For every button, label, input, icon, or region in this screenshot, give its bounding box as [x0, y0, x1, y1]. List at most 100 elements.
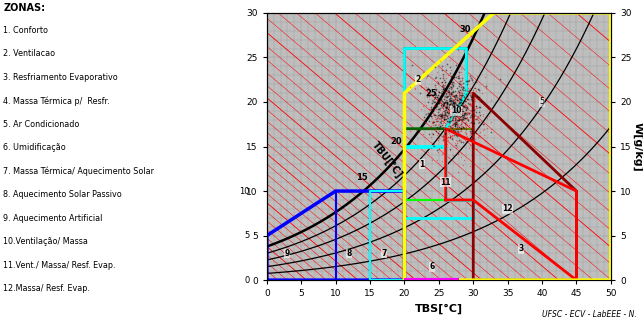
Text: TBU[°C]: TBU[°C]	[370, 140, 404, 180]
Point	[458, 94, 469, 99]
Point	[437, 122, 447, 127]
Point	[442, 103, 452, 108]
Point	[437, 63, 448, 69]
Point	[457, 128, 467, 133]
Point	[449, 103, 459, 108]
Point	[442, 99, 452, 105]
Point	[456, 99, 466, 105]
Point	[430, 102, 440, 107]
Point	[457, 123, 467, 128]
Point	[422, 93, 432, 99]
Point	[458, 103, 469, 109]
Point	[444, 91, 454, 97]
Point	[466, 86, 476, 91]
Point	[448, 81, 458, 86]
Point	[448, 109, 458, 114]
Point	[407, 63, 417, 68]
Point	[448, 123, 458, 128]
Point	[472, 117, 482, 122]
Point	[462, 111, 473, 116]
Point	[467, 98, 477, 103]
Point	[461, 111, 471, 116]
Point	[456, 126, 466, 131]
Point	[433, 101, 443, 106]
Point	[453, 75, 463, 80]
Point	[426, 107, 437, 112]
Point	[435, 97, 446, 102]
Point	[472, 74, 482, 79]
Point	[404, 84, 415, 89]
Point	[453, 114, 464, 119]
Point	[466, 108, 476, 113]
Point	[434, 98, 444, 103]
Point	[444, 102, 455, 107]
Point	[444, 109, 455, 114]
Point	[445, 147, 455, 153]
Point	[446, 68, 456, 73]
Point	[448, 73, 458, 79]
Point	[464, 110, 475, 116]
Point	[458, 144, 468, 149]
Point	[430, 82, 440, 87]
Point	[451, 105, 461, 110]
Point	[453, 117, 464, 122]
Point	[456, 127, 466, 132]
Point	[469, 120, 480, 126]
Point	[466, 89, 476, 94]
Point	[448, 152, 458, 157]
Point	[471, 130, 481, 136]
Point	[457, 108, 467, 113]
Point	[446, 89, 456, 94]
Point	[455, 100, 465, 106]
Point	[423, 86, 433, 91]
Point	[457, 100, 467, 105]
Point	[470, 98, 480, 103]
Point	[476, 118, 486, 123]
Point	[438, 119, 448, 124]
Point	[451, 62, 462, 68]
Point	[470, 136, 480, 141]
Point	[445, 114, 455, 119]
Text: 0: 0	[244, 276, 249, 285]
Point	[475, 129, 485, 135]
Point	[436, 86, 446, 91]
Point	[456, 113, 466, 118]
Point	[435, 113, 446, 118]
Point	[439, 85, 449, 90]
Point	[434, 90, 444, 95]
Point	[452, 86, 462, 91]
Point	[443, 128, 453, 133]
Point	[455, 103, 466, 109]
Point	[451, 109, 462, 114]
Point	[431, 88, 441, 93]
Point	[453, 96, 464, 101]
Point	[450, 121, 460, 126]
Point	[457, 93, 467, 98]
Point	[474, 119, 484, 125]
Point	[462, 109, 472, 115]
Point	[444, 96, 454, 101]
Point	[447, 113, 457, 118]
Point	[449, 133, 459, 138]
Point	[457, 112, 467, 118]
Point	[439, 125, 449, 130]
Point	[458, 85, 468, 90]
Point	[451, 94, 462, 99]
Text: 25: 25	[425, 89, 437, 98]
Point	[464, 79, 474, 84]
Text: 3: 3	[519, 244, 524, 253]
Point	[442, 135, 452, 140]
Point	[421, 102, 431, 107]
Point	[455, 78, 465, 83]
Point	[442, 141, 452, 147]
Point	[434, 126, 444, 131]
Point	[440, 110, 450, 115]
Point	[454, 99, 464, 105]
Point	[479, 133, 489, 138]
Point	[436, 115, 446, 120]
Point	[410, 85, 421, 90]
Point	[446, 134, 457, 139]
Point	[446, 73, 456, 78]
Point	[453, 106, 464, 111]
Point	[430, 102, 440, 107]
